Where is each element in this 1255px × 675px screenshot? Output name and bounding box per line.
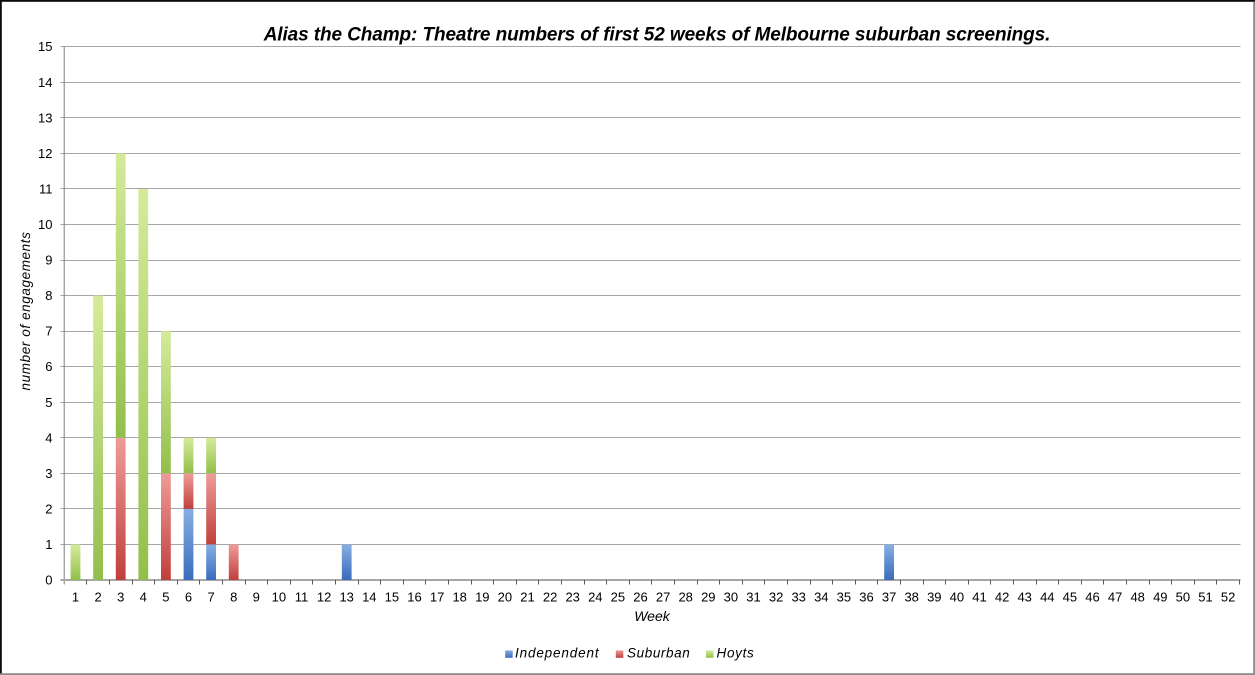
svg-text:41: 41 bbox=[972, 590, 986, 605]
svg-text:8: 8 bbox=[230, 590, 237, 605]
svg-text:15: 15 bbox=[385, 590, 399, 605]
svg-text:17: 17 bbox=[430, 590, 444, 605]
svg-text:28: 28 bbox=[678, 590, 692, 605]
svg-text:11: 11 bbox=[39, 182, 53, 197]
svg-text:51: 51 bbox=[1198, 590, 1212, 605]
svg-text:14: 14 bbox=[38, 75, 52, 90]
svg-text:27: 27 bbox=[656, 590, 670, 605]
svg-text:6: 6 bbox=[45, 359, 52, 374]
svg-text:1: 1 bbox=[72, 590, 79, 605]
svg-text:33: 33 bbox=[791, 590, 805, 605]
svg-text:0: 0 bbox=[45, 573, 52, 588]
svg-text:38: 38 bbox=[904, 590, 918, 605]
svg-text:4: 4 bbox=[45, 430, 52, 445]
svg-text:2: 2 bbox=[45, 501, 52, 516]
svg-text:26: 26 bbox=[633, 590, 647, 605]
svg-text:number of engagements: number of engagements bbox=[18, 232, 33, 391]
svg-text:16: 16 bbox=[407, 590, 421, 605]
svg-text:7: 7 bbox=[45, 324, 52, 339]
svg-text:3: 3 bbox=[117, 590, 124, 605]
svg-text:50: 50 bbox=[1176, 590, 1190, 605]
svg-text:52: 52 bbox=[1221, 590, 1235, 605]
svg-text:37: 37 bbox=[882, 590, 896, 605]
svg-text:43: 43 bbox=[1017, 590, 1031, 605]
svg-text:23: 23 bbox=[565, 590, 579, 605]
svg-text:Alias the Champ: Theatre numbe: Alias the Champ: Theatre numbers of firs… bbox=[263, 24, 1051, 45]
svg-text:1: 1 bbox=[45, 537, 52, 552]
svg-text:31: 31 bbox=[746, 590, 760, 605]
svg-text:46: 46 bbox=[1085, 590, 1099, 605]
svg-text:9: 9 bbox=[45, 253, 52, 268]
svg-text:9: 9 bbox=[253, 590, 260, 605]
svg-text:29: 29 bbox=[701, 590, 715, 605]
svg-text:Independent: Independent bbox=[515, 646, 600, 661]
svg-text:24: 24 bbox=[588, 590, 602, 605]
svg-text:48: 48 bbox=[1130, 590, 1144, 605]
svg-text:22: 22 bbox=[543, 590, 557, 605]
svg-text:Week: Week bbox=[634, 608, 671, 624]
svg-text:12: 12 bbox=[317, 590, 331, 605]
svg-text:34: 34 bbox=[814, 590, 828, 605]
svg-text:7: 7 bbox=[207, 590, 214, 605]
svg-text:2: 2 bbox=[94, 590, 101, 605]
svg-text:5: 5 bbox=[45, 395, 52, 410]
svg-text:32: 32 bbox=[769, 590, 783, 605]
svg-text:11: 11 bbox=[295, 590, 309, 605]
svg-text:6: 6 bbox=[185, 590, 192, 605]
svg-text:36: 36 bbox=[859, 590, 873, 605]
svg-text:35: 35 bbox=[837, 590, 851, 605]
svg-text:47: 47 bbox=[1108, 590, 1122, 605]
svg-text:13: 13 bbox=[339, 590, 353, 605]
svg-text:45: 45 bbox=[1063, 590, 1077, 605]
svg-text:4: 4 bbox=[140, 590, 147, 605]
svg-text:25: 25 bbox=[611, 590, 625, 605]
svg-text:3: 3 bbox=[45, 466, 52, 481]
svg-text:49: 49 bbox=[1153, 590, 1167, 605]
svg-text:Suburban: Suburban bbox=[627, 646, 690, 661]
svg-text:20: 20 bbox=[498, 590, 512, 605]
svg-text:10: 10 bbox=[272, 590, 286, 605]
svg-text:12: 12 bbox=[38, 146, 52, 161]
svg-text:5: 5 bbox=[162, 590, 169, 605]
svg-text:40: 40 bbox=[950, 590, 964, 605]
svg-text:8: 8 bbox=[45, 288, 52, 303]
svg-text:Hoyts: Hoyts bbox=[717, 646, 755, 661]
svg-text:18: 18 bbox=[452, 590, 466, 605]
svg-text:21: 21 bbox=[520, 590, 534, 605]
svg-text:19: 19 bbox=[475, 590, 489, 605]
svg-text:42: 42 bbox=[995, 590, 1009, 605]
svg-text:13: 13 bbox=[38, 110, 52, 125]
svg-text:15: 15 bbox=[38, 39, 52, 54]
svg-text:30: 30 bbox=[724, 590, 738, 605]
svg-text:44: 44 bbox=[1040, 590, 1054, 605]
svg-text:39: 39 bbox=[927, 590, 941, 605]
svg-text:14: 14 bbox=[362, 590, 376, 605]
svg-text:10: 10 bbox=[38, 217, 52, 232]
